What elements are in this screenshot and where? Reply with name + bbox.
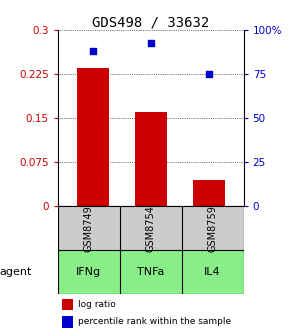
Bar (120, 206, 182, 250)
Text: log ratio: log ratio (78, 300, 116, 309)
Bar (120, 250, 182, 294)
Text: agent: agent (0, 267, 32, 277)
Point (206, 72, 211, 77)
Point (148, 40, 153, 45)
Bar (135, 112, 167, 206)
Text: IL4: IL4 (204, 267, 221, 277)
Title: GDS498 / 33632: GDS498 / 33632 (92, 15, 209, 29)
Bar (58, 250, 120, 294)
Text: IFNg: IFNg (76, 267, 102, 277)
Bar (182, 250, 244, 294)
Bar (62, 316, 73, 328)
Text: TNFa: TNFa (137, 267, 164, 277)
Text: GSM8759: GSM8759 (208, 205, 218, 252)
Bar (193, 180, 225, 206)
Bar (182, 206, 244, 250)
Bar (62, 299, 73, 310)
Bar (77, 68, 109, 206)
Text: GSM8754: GSM8754 (146, 205, 156, 252)
Bar (58, 206, 120, 250)
Text: percentile rank within the sample: percentile rank within the sample (78, 318, 231, 326)
Point (90, 49, 95, 54)
Text: GSM8749: GSM8749 (84, 205, 94, 252)
